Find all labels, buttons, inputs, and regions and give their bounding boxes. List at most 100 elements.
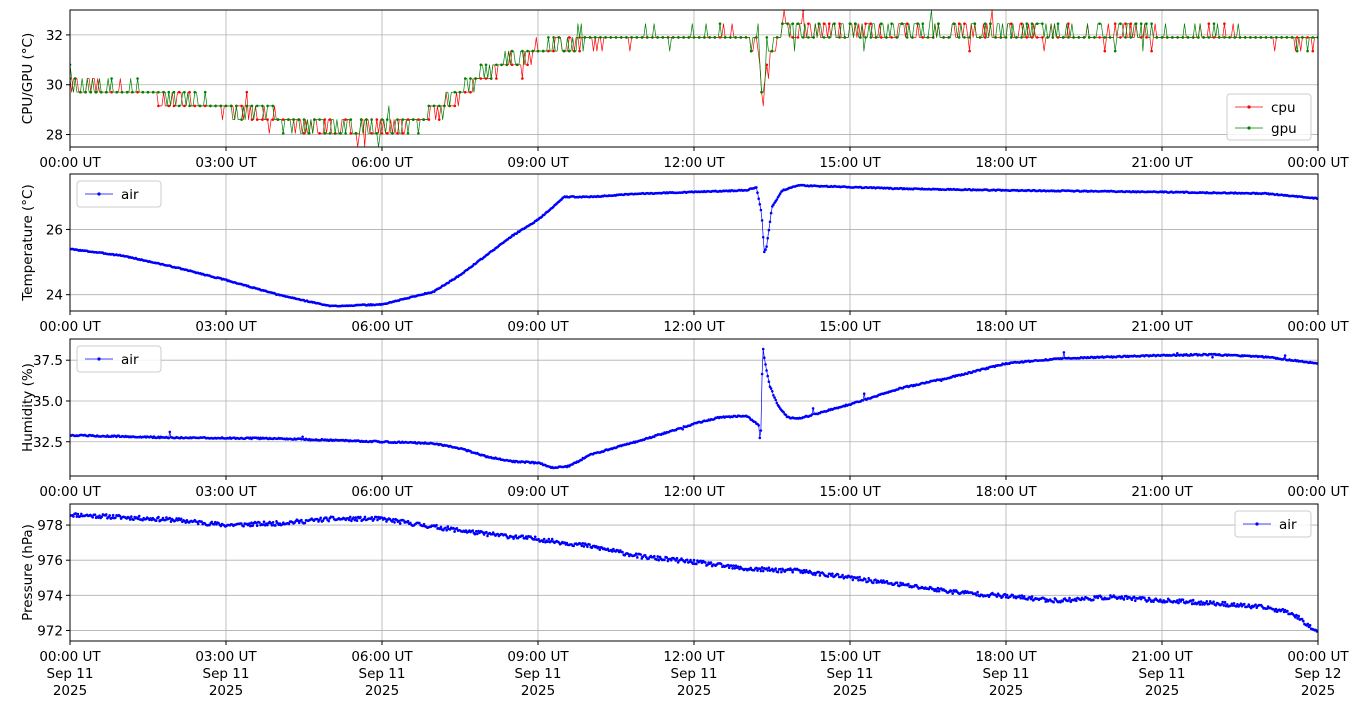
data-point: [983, 36, 987, 39]
data-point: [1125, 594, 1128, 598]
data-point: [1222, 604, 1226, 607]
data-point: [137, 514, 141, 518]
data-point: [1228, 36, 1231, 39]
data-point: [1207, 602, 1211, 606]
data-point: [708, 36, 711, 39]
data-point: [665, 556, 669, 559]
data-point: [1067, 599, 1070, 602]
data-point: [393, 521, 396, 524]
data-point: [151, 90, 155, 94]
data-point: [1041, 36, 1044, 39]
data-point: [651, 36, 654, 39]
data-point: [136, 517, 140, 521]
data-point: [1052, 600, 1055, 604]
data-point: [1171, 36, 1174, 39]
x-tick-label-date: Sep 11: [47, 666, 94, 682]
data-point: [240, 118, 243, 121]
data-point: [333, 132, 337, 135]
data-point: [287, 118, 290, 121]
data-point: [210, 520, 214, 524]
data-point: [853, 22, 857, 26]
data-point: [167, 104, 171, 108]
x-tick-label: 21:00 UT: [1131, 649, 1193, 665]
data-point: [179, 517, 183, 521]
data-point: [401, 132, 405, 135]
data-point: [811, 407, 815, 410]
data-point: [444, 526, 447, 530]
data-point: [362, 517, 366, 521]
data-point: [927, 587, 931, 591]
data-point: [895, 581, 899, 584]
data-point: [1046, 36, 1049, 39]
data-point: [549, 540, 553, 543]
data-point: [937, 22, 940, 26]
data-point: [934, 588, 937, 591]
data-point: [541, 540, 545, 544]
data-point: [1009, 22, 1013, 26]
data-point: [146, 90, 150, 94]
data-point: [864, 22, 867, 26]
data-point: [905, 36, 909, 39]
data-point: [885, 579, 889, 583]
data-point: [1061, 36, 1065, 39]
data-point: [1223, 22, 1226, 26]
data-point: [755, 566, 758, 570]
data-point: [110, 77, 113, 80]
data-point: [907, 582, 910, 586]
x-tick-label-year: 2025: [365, 683, 399, 699]
data-point: [800, 569, 804, 573]
plot-area: [70, 512, 1318, 633]
data-point: [1150, 22, 1153, 26]
data-point: [481, 531, 485, 534]
data-point: [1246, 605, 1249, 608]
data-point: [110, 516, 114, 520]
data-point: [1020, 36, 1023, 39]
panel-1: 00:00 UT 03:00 UT 06:00 UT 09:00 UT 12:00 UT…: [20, 9, 1349, 171]
data-point: [1043, 597, 1046, 600]
data-point: [957, 36, 961, 39]
x-tick-label: 12:00 UT: [663, 484, 725, 500]
data-point: [856, 576, 859, 579]
data-point: [769, 387, 773, 390]
x-tick-label: 03:00 UT: [195, 649, 257, 665]
data-point: [713, 36, 717, 39]
data-point: [1254, 36, 1257, 39]
data-point: [164, 518, 167, 522]
data-point: [1056, 36, 1060, 39]
data-point: [1015, 36, 1018, 39]
data-point: [203, 104, 207, 108]
data-point: [761, 569, 765, 573]
legend-marker-air: [1255, 522, 1259, 526]
data-point: [1082, 36, 1086, 39]
data-point: [1119, 597, 1122, 600]
data-point: [347, 518, 351, 522]
data-point: [817, 570, 821, 574]
data-point: [1274, 607, 1278, 611]
data-point: [157, 90, 160, 94]
x-tick-label: 00:00 UT: [1287, 155, 1349, 171]
x-tick-label: 12:00 UT: [663, 319, 725, 335]
data-point: [874, 578, 877, 581]
data-point: [900, 22, 904, 26]
data-point: [229, 104, 233, 108]
data-point: [626, 552, 630, 556]
data-point: [784, 413, 788, 417]
data-point: [563, 541, 566, 544]
data-point: [1207, 22, 1211, 26]
x-tick-label-date: Sep 11: [359, 666, 406, 682]
data-point: [1223, 36, 1226, 39]
data-point: [978, 36, 982, 39]
data-point: [469, 77, 472, 80]
data-point: [857, 578, 860, 582]
data-point: [154, 519, 158, 522]
data-point: [862, 392, 866, 396]
data-point: [572, 544, 575, 548]
data-point: [1030, 22, 1034, 26]
data-point: [1229, 604, 1232, 608]
data-point: [1186, 36, 1190, 39]
data-point: [486, 534, 489, 538]
data-point: [76, 512, 80, 516]
data-point: [321, 519, 325, 522]
legend-box: [76, 345, 162, 373]
data-point: [1205, 600, 1209, 603]
